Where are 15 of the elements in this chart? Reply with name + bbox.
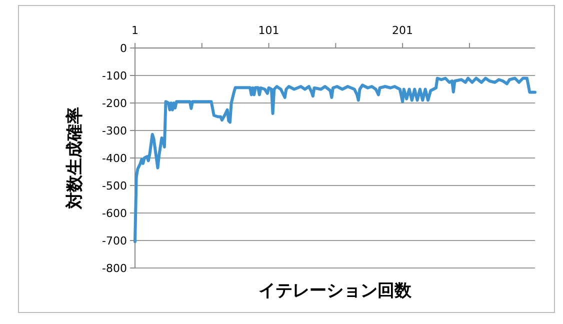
y-tick-label: -700 <box>102 234 127 248</box>
x-tick-label: 1 <box>132 24 138 37</box>
y-tick-label: -400 <box>102 152 127 165</box>
y-tick-label: -800 <box>102 262 127 275</box>
x-axis-title: イテレーション回数 <box>258 281 412 301</box>
y-tick-label: -600 <box>102 206 127 220</box>
x-tick-label: 101 <box>258 24 280 37</box>
line-series <box>134 76 536 244</box>
y-axis-title: 対数生成確率 <box>65 107 85 210</box>
y-tick-label: 0 <box>120 42 127 55</box>
x-tick-label: 201 <box>392 24 414 37</box>
y-tick-label: -200 <box>102 96 127 110</box>
y-tick-label: -300 <box>102 124 127 138</box>
y-tick-label: -100 <box>102 69 127 82</box>
y-tick-label: -500 <box>102 179 127 192</box>
